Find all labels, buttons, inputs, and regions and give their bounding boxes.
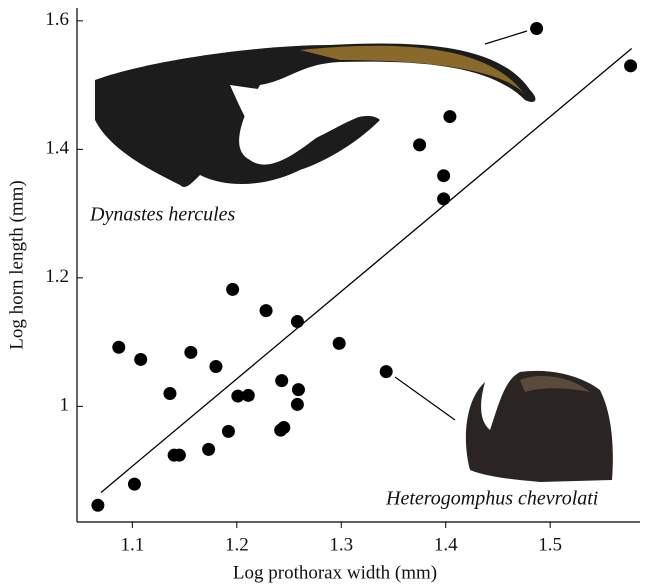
y-tick-label: 1.4	[45, 138, 69, 159]
point	[379, 365, 393, 379]
x-tick-label: 1.4	[434, 534, 458, 555]
leader-line	[394, 376, 456, 421]
fit-line	[100, 47, 633, 493]
point	[231, 389, 245, 403]
point	[221, 424, 235, 438]
beetle-photo-heterogomphus	[465, 370, 613, 482]
point	[332, 336, 346, 350]
leader-line	[484, 30, 528, 45]
beetle-photo-dynastes	[95, 43, 536, 187]
y-tick-label: 1	[60, 395, 70, 416]
annotation: Heterogomphus chevrolati	[385, 488, 598, 510]
point	[241, 388, 255, 402]
point	[202, 442, 216, 456]
point	[275, 374, 289, 388]
y-axis-label: Log horn length (mm)	[6, 180, 27, 349]
x-tick-label: 1.2	[225, 534, 249, 555]
x-axis-label: Log prothorax width (mm)	[233, 562, 437, 583]
point	[163, 387, 177, 400]
x-tick-label: 1.1	[120, 534, 144, 555]
point	[413, 138, 427, 152]
x-tick-label: 1.3	[329, 534, 353, 555]
y-tick-label: 1.6	[45, 9, 69, 30]
point	[134, 352, 148, 366]
point	[277, 421, 291, 435]
point	[184, 345, 198, 359]
annotation: Dynastes hercules	[89, 204, 236, 226]
point	[127, 477, 141, 491]
point	[112, 340, 126, 354]
point	[624, 59, 638, 73]
point	[437, 169, 451, 183]
point	[91, 498, 105, 512]
point	[290, 397, 304, 411]
point	[437, 192, 451, 206]
x-tick-label: 1.5	[538, 534, 562, 555]
point	[443, 110, 457, 124]
point	[209, 360, 223, 374]
point	[172, 448, 186, 462]
point	[226, 282, 240, 296]
point	[530, 22, 544, 36]
point	[291, 383, 305, 397]
y-tick-label: 1.2	[45, 266, 69, 287]
point	[259, 304, 273, 318]
point	[290, 315, 304, 329]
